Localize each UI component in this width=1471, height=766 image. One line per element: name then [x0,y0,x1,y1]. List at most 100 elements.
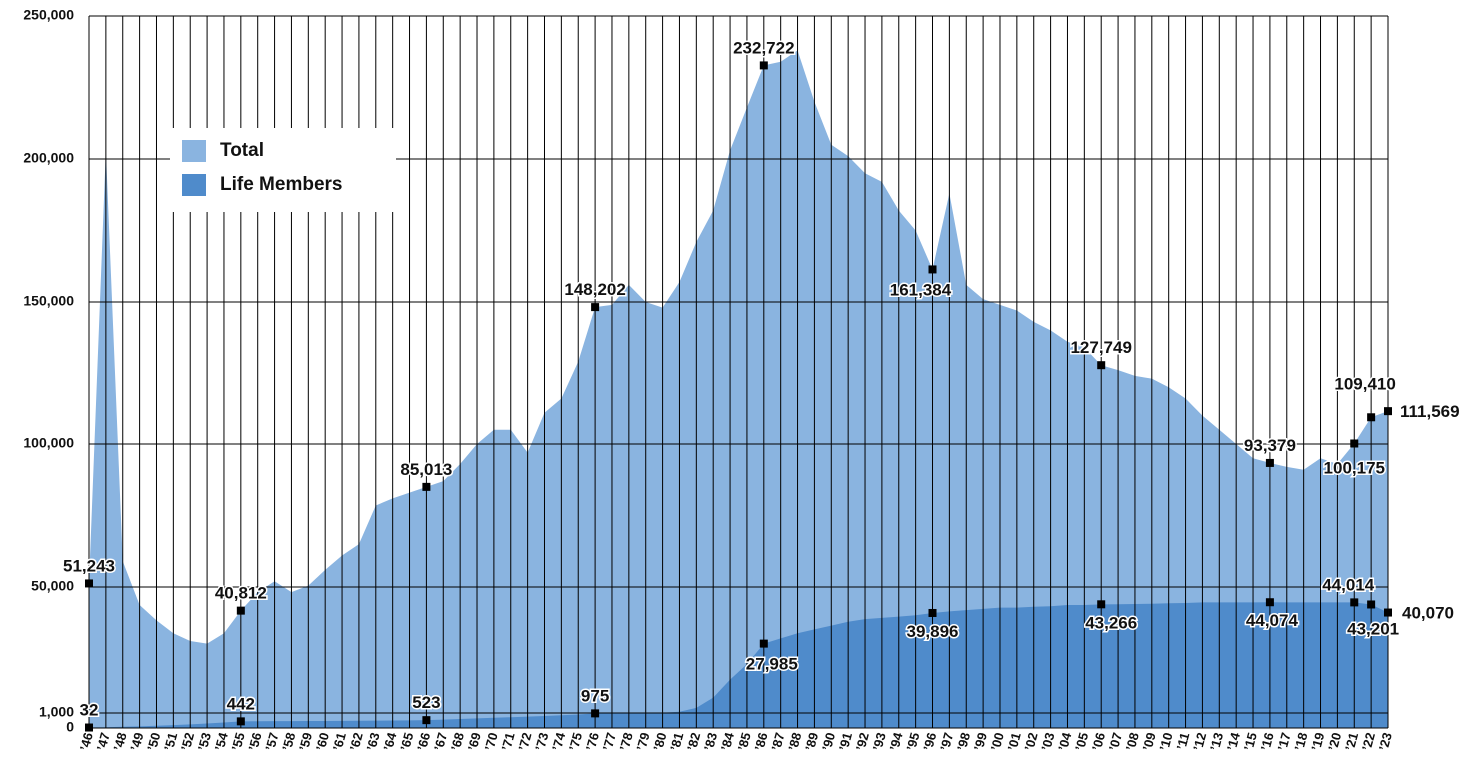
x-tick-label: ’49 [127,731,146,752]
marker [591,303,600,312]
x-tick-label: ’82 [684,731,703,752]
value-label: 442 [227,694,255,713]
x-tick-label: ’78 [617,731,636,752]
marker [85,723,93,732]
x-tick-label: ’94 [886,730,905,752]
x-tick-label: ’60 [313,731,332,752]
legend-label: Total [220,140,264,161]
x-tick-label: ’89 [802,731,821,752]
x-tick-label: ’55 [229,731,248,752]
y-tick-label: 1,000 [39,704,74,720]
x-tick-label: ’54 [212,730,231,752]
x-tick-label: ’15 [1241,731,1260,752]
y-tick-label: 150,000 [23,293,74,309]
marker [1097,361,1106,370]
value-label: 85,013 [400,460,452,479]
x-tick-label: ’92 [853,731,872,752]
x-tick-label: ’68 [448,731,467,752]
x-tick-label: ’74 [549,730,568,752]
x-tick-label: ’51 [161,731,180,752]
x-tick-label: ’96 [920,731,939,752]
marker [1097,600,1106,609]
x-tick-label: ’88 [785,731,804,752]
x-tick-label: ’95 [903,731,922,752]
x-tick-label: ’58 [279,731,298,752]
x-tick-label: ’80 [650,731,669,752]
marker [85,579,93,588]
x-tick-label: ’97 [937,731,956,752]
value-label: 161,384 [890,280,952,299]
marker [759,639,768,648]
legend-swatch [182,174,206,196]
value-label: 232,722 [733,38,794,57]
x-tick-label: ’85 [735,731,754,752]
value-label: 40,070 [1402,604,1454,623]
x-tick-label: ’17 [1275,731,1294,752]
x-tick-label: ’72 [515,731,534,752]
value-label: 93,379 [1244,436,1296,455]
x-tick-label: ’98 [954,731,973,752]
x-tick-label: ’52 [178,731,197,752]
x-tick-label: ’93 [870,731,889,752]
value-label: 27,985 [746,655,798,674]
legend-box [170,128,396,212]
x-tick-label: ’18 [1291,731,1310,752]
x-tick-label: ’22 [1359,731,1378,752]
x-tick-label: ’64 [380,730,399,752]
x-tick-label: ’53 [195,731,214,752]
x-tick-label: ’23 [1376,731,1395,752]
x-tick-label: ’99 [971,731,990,752]
x-tick-label: ’62 [347,731,366,752]
x-tick-label: ’19 [1308,731,1327,752]
x-tick-label: ’13 [1207,731,1226,752]
x-tick-label: ’04 [1055,730,1074,752]
x-tick-label: ’67 [431,731,450,752]
x-tick-label: ’20 [1325,731,1344,752]
x-tick-label: ’00 [988,731,1007,752]
x-tick-label: ’81 [667,731,686,752]
x-tick-label: ’46 [77,731,96,752]
marker [1350,439,1359,448]
x-tick-label: ’83 [701,731,720,752]
x-tick-label: ’79 [633,731,652,752]
x-tick-label: ’10 [1156,731,1175,752]
legend-swatch [182,140,206,162]
x-tick-label: ’02 [1021,731,1040,752]
x-tick-label: ’06 [1089,731,1108,752]
x-tick-label: ’73 [532,731,551,752]
marker [1265,458,1274,467]
x-tick-label: ’61 [330,731,349,752]
x-tick-label: ’84 [718,730,737,752]
value-label: 127,749 [1070,338,1131,357]
value-label: 32 [80,701,99,720]
x-tick-label: ’57 [262,731,281,752]
x-tick-label: ’03 [1038,731,1057,752]
x-tick-label: ’01 [1005,731,1024,752]
marker [1384,608,1392,617]
x-tick-label: ’16 [1258,731,1277,752]
value-label: 100,175 [1324,459,1385,478]
marker [1350,598,1359,607]
x-tick-label: ’77 [600,731,619,752]
area [89,50,1388,728]
value-label: 43,201 [1347,619,1399,638]
y-tick-label: 0 [66,719,74,735]
x-tick-label: ’48 [110,731,129,752]
x-tick-label: ’08 [1123,731,1142,752]
value-label: 40,812 [215,584,267,603]
value-label: 51,243 [63,556,115,575]
area [89,602,1388,728]
x-tick-label: ’14 [1224,730,1243,752]
value-label: 109,410 [1334,374,1395,393]
marker [236,717,245,726]
marker [759,61,768,70]
value-label: 39,896 [907,622,959,641]
marker [1367,413,1376,422]
x-tick-label: ’09 [1140,731,1159,752]
marker [591,709,600,718]
x-tick-label: ’50 [144,731,163,752]
marker [422,482,431,491]
x-tick-label: ’86 [752,731,771,752]
x-tick-label: ’12 [1190,731,1209,752]
